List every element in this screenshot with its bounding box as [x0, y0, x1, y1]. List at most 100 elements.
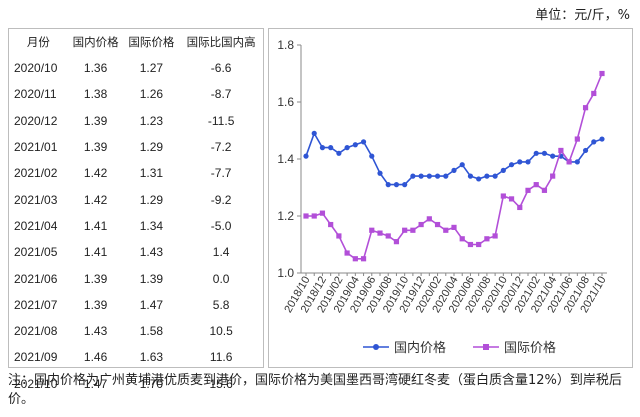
data-point-international: [508, 196, 515, 202]
data-point-international: [434, 221, 441, 228]
data-point-international: [352, 256, 358, 262]
cell-month: 2021/09: [14, 350, 58, 365]
y-tick-label: 1.4: [277, 152, 294, 166]
data-point-international: [582, 105, 589, 111]
data-point-domestic: [533, 150, 539, 156]
cell-international-price: 1.58: [139, 324, 164, 339]
data-point-domestic: [336, 150, 342, 156]
cell-international-price: 1.29: [139, 192, 164, 207]
data-point-domestic: [385, 182, 391, 188]
chart-container: 1.0 1.2 1.4 1.6 1.8 2018/10 2018/12 2019/02 2019…: [268, 28, 633, 368]
legend-marker-domestic: [373, 344, 379, 350]
data-point-international: [500, 193, 506, 199]
cell-international-price: 1.63: [139, 350, 164, 365]
table-row: 2020/11 1.38 1.26 -8.7: [9, 81, 263, 107]
data-point-domestic: [303, 153, 309, 159]
data-point-international: [443, 227, 449, 233]
cell-international-price: 1.29: [139, 140, 164, 155]
data-point-international: [467, 241, 474, 248]
cell-month: 2021/10: [14, 376, 58, 391]
data-point-domestic: [360, 139, 367, 145]
data-point-international: [451, 224, 457, 230]
cell-month: 2020/12: [14, 113, 58, 128]
data-point-international: [599, 70, 605, 77]
cell-month: 2021/03: [14, 192, 58, 207]
data-point-domestic: [508, 162, 515, 168]
table-row: 2020/12 1.39 1.23 -11.5: [9, 108, 263, 134]
cell-domestic-price: 1.42: [83, 166, 108, 181]
y-tick-label: 1.6: [277, 95, 294, 109]
series-line-international: [306, 73, 603, 260]
y-tick-label: 1.8: [277, 38, 294, 52]
table-row: 2021/07 1.39 1.47 5.8: [9, 292, 263, 318]
unit-label: 单位：元/斤，%: [535, 8, 630, 23]
cell-difference: -8.7: [210, 87, 232, 102]
data-point-international: [574, 136, 580, 142]
table-row: 2021/01 1.39 1.29 -7.2: [9, 134, 263, 160]
data-point-domestic: [574, 159, 580, 165]
cell-international-price: 1.23: [139, 113, 164, 128]
cell-difference: -7.7: [210, 166, 232, 181]
data-point-international: [426, 216, 432, 222]
data-point-international: [418, 221, 424, 228]
table-row: 2021/04 1.41 1.34 -5.0: [9, 213, 263, 239]
data-point-international: [311, 213, 317, 219]
cell-difference: -9.2: [210, 192, 232, 207]
y-tick-label: 1.2: [277, 209, 294, 223]
cell-international-price: 1.27: [139, 61, 164, 76]
data-point-domestic: [344, 145, 350, 151]
cell-domestic-price: 1.39: [83, 113, 108, 128]
data-point-international: [591, 90, 597, 97]
cell-month: 2020/11: [14, 87, 57, 102]
data-point-domestic: [517, 159, 523, 165]
data-point-domestic: [443, 173, 449, 179]
cell-difference: 5.8: [212, 297, 230, 312]
table-body: 2020/10 1.36 1.27 -6.6 2020/11 1.38 1.26 -8.7 20…: [9, 55, 263, 397]
cell-month: 2021/01: [14, 140, 58, 155]
table-row: 2021/02 1.42 1.31 -7.7: [9, 160, 263, 186]
data-point-international: [328, 221, 334, 228]
data-point-international: [558, 147, 564, 154]
cell-difference: 0.0: [212, 271, 230, 286]
data-point-international: [517, 204, 523, 211]
cell-international-price: 1.39: [139, 271, 164, 286]
data-point-domestic: [550, 153, 556, 159]
table-header-row: 月份 国内价格 国际价格 国际比国内高: [9, 29, 263, 55]
data-point-international: [402, 227, 408, 233]
data-point-international: [533, 182, 539, 188]
cell-international-price: 1.31: [139, 166, 164, 181]
table-row: 2021/05 1.41 1.43 1.4: [9, 239, 263, 265]
data-point-international: [369, 227, 375, 233]
cell-domestic-price: 1.38: [83, 87, 108, 102]
data-point-domestic: [492, 173, 498, 179]
header-difference: 国际比国内高: [186, 35, 256, 49]
data-point-international: [385, 233, 391, 239]
cell-domestic-price: 1.42: [83, 192, 108, 207]
data-point-domestic: [500, 167, 506, 173]
legend-marker-international: [483, 344, 489, 350]
price-table-container: 月份 国内价格 国际价格 国际比国内高 2020/10 1.36 1.27 -6.6 2…: [8, 28, 264, 391]
data-point-international: [393, 239, 400, 245]
cell-month: 2021/04: [14, 218, 58, 233]
cell-difference: -7.2: [210, 140, 232, 155]
data-point-international: [410, 227, 416, 233]
cell-domestic-price: 1.36: [83, 61, 108, 76]
data-point-international: [550, 173, 556, 179]
data-point-domestic: [525, 159, 531, 165]
data-point-domestic: [402, 182, 408, 188]
data-point-domestic: [418, 173, 424, 179]
data-point-domestic: [467, 173, 474, 179]
cell-domestic-price: 1.39: [83, 271, 108, 286]
data-point-international: [377, 230, 383, 236]
data-point-domestic: [591, 139, 597, 145]
cell-domestic-price: 1.39: [83, 297, 108, 312]
data-point-domestic: [369, 153, 375, 159]
data-point-domestic: [459, 162, 465, 168]
data-point-domestic: [328, 145, 334, 151]
y-tick-label: 1.0: [277, 266, 294, 280]
data-point-domestic: [377, 170, 383, 176]
cell-domestic-price: 1.47: [83, 376, 108, 391]
cell-international-price: 1.26: [139, 87, 164, 102]
cell-difference: 11.6: [209, 350, 233, 365]
data-point-international: [476, 241, 482, 248]
